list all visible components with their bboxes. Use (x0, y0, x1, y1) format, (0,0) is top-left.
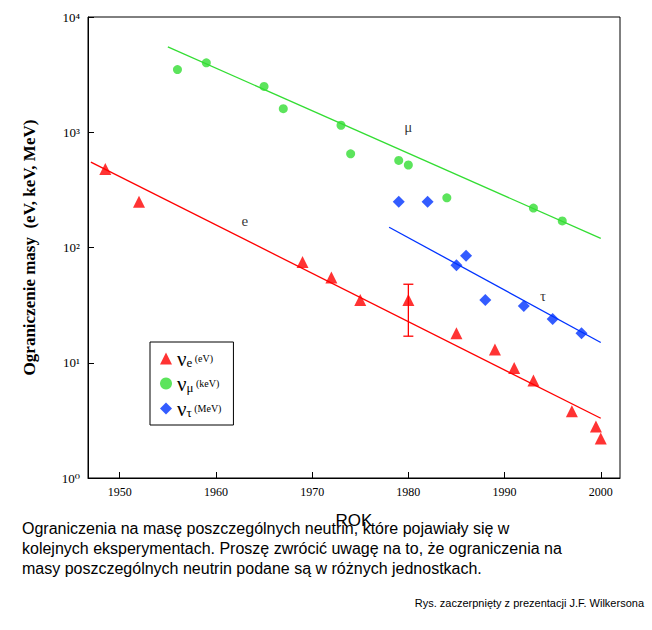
svg-text:μ: μ (186, 380, 193, 395)
svg-text:τ: τ (186, 405, 192, 420)
svg-text:e: e (241, 213, 248, 229)
svg-text:1960: 1960 (204, 485, 228, 499)
svg-text:10³: 10³ (63, 125, 80, 140)
svg-text:ν: ν (177, 397, 187, 421)
svg-text:10²: 10² (63, 240, 80, 255)
svg-text:kolejnych eksperymentach. Pros: kolejnych eksperymentach. Proszę zwrócić… (22, 540, 566, 557)
svg-text:ν: ν (177, 372, 187, 396)
svg-text:e: e (186, 355, 193, 370)
svg-text:τ: τ (540, 288, 546, 304)
svg-text:(keV): (keV) (193, 378, 219, 390)
svg-text:10⁰: 10⁰ (62, 471, 80, 486)
svg-text:1990: 1990 (493, 485, 517, 499)
svg-text:Ograniczenie masy (eV, keV, M: Ograniczenie masy (eV, keV, MeV) (20, 120, 39, 376)
svg-text:Rys. zaczerpnięty z prezentacj: Rys. zaczerpnięty z prezentacji J.F. Wil… (415, 597, 645, 609)
svg-text:ν: ν (177, 347, 187, 371)
svg-text:10⁴: 10⁴ (62, 10, 80, 25)
svg-text:2000: 2000 (589, 485, 613, 499)
svg-text:10¹: 10¹ (63, 355, 80, 370)
svg-text:(MeV): (MeV) (192, 403, 222, 415)
svg-text:(eV): (eV) (192, 353, 213, 365)
svg-text:1950: 1950 (108, 485, 132, 499)
svg-text:1980: 1980 (396, 485, 420, 499)
svg-text:Ograniczenia na masę poszczegó: Ograniczenia na masę poszczególnych neut… (22, 520, 514, 537)
svg-text:ROK: ROK (336, 511, 374, 530)
svg-text:masy poszczególnych neutrin po: masy poszczególnych neutrin podane są w … (22, 560, 482, 577)
svg-text:1970: 1970 (300, 485, 324, 499)
svg-text:μ: μ (404, 119, 412, 135)
